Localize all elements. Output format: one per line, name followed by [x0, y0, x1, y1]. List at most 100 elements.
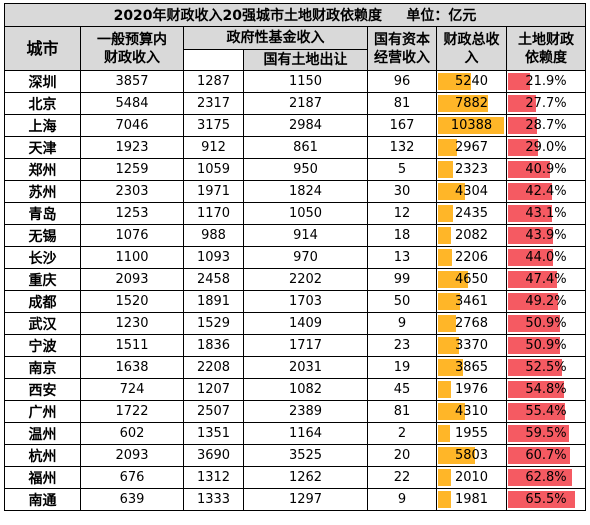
cell-city: 成都 [4, 290, 81, 313]
cell-city: 重庆 [4, 268, 81, 291]
total-bar [438, 73, 471, 90]
dependence-bar [508, 73, 530, 90]
cell-dependence: 52.5% [506, 356, 586, 379]
cell-gov-fund: 1891 [183, 290, 244, 313]
table-row: 长沙 1100 1093 970 13 2206 44.0% [4, 246, 586, 269]
cell-land-transfer: 1703 [243, 290, 368, 313]
header-city: 城市 [4, 26, 81, 71]
cell-city: 杭州 [4, 444, 81, 467]
dependence-value: 65.5% [525, 492, 567, 507]
cell-gov-fund: 1971 [183, 180, 244, 203]
cell-gov-fund: 3690 [183, 444, 244, 467]
total-bar [438, 337, 459, 354]
table-row: 宁波 1511 1836 1717 23 3370 50.9% [4, 334, 586, 357]
dependence-bar [508, 491, 575, 508]
cell-land-transfer: 1409 [243, 312, 368, 335]
table-row: 南通 639 1333 1297 9 1981 65.5% [4, 488, 586, 511]
cell-land-transfer: 970 [243, 246, 368, 269]
cell-dependence: 49.2% [506, 290, 586, 313]
cell-total: 2323 [436, 158, 507, 181]
table-row: 南京 1638 2208 2031 19 3865 52.5% [4, 356, 586, 379]
header-state-capital: 国有资本经营收入 [367, 26, 437, 71]
cell-gov-fund: 912 [183, 136, 244, 159]
total-bar [438, 469, 451, 486]
cell-total: 1955 [436, 422, 507, 445]
cell-land-transfer: 1050 [243, 202, 368, 225]
cell-city: 宁波 [4, 334, 81, 357]
total-bar [438, 315, 456, 332]
cell-general-budget: 1076 [80, 224, 184, 247]
cell-land-transfer: 1717 [243, 334, 368, 357]
cell-dependence: 27.7% [506, 92, 586, 115]
dependence-value: 29.0% [525, 140, 567, 155]
total-bar [438, 183, 465, 200]
dependence-value: 60.7% [525, 448, 567, 463]
cell-land-transfer: 1824 [243, 180, 368, 203]
cell-gov-fund: 1093 [183, 246, 244, 269]
dependence-bar [508, 271, 557, 288]
total-bar [438, 271, 468, 288]
cell-land-transfer: 2984 [243, 114, 368, 137]
cell-state-capital: 22 [367, 466, 437, 489]
cell-state-capital: 81 [367, 92, 437, 115]
cell-total: 4310 [436, 400, 507, 423]
header-general-budget-label: 一般预算内财政收入 [97, 31, 167, 66]
total-value: 2435 [454, 206, 489, 221]
table-row: 杭州 2093 3690 3525 20 5803 60.7% [4, 444, 586, 467]
cell-total: 10388 [436, 114, 507, 137]
cell-dependence: 43.9% [506, 224, 586, 247]
cell-total: 2435 [436, 202, 507, 225]
table-row: 郑州 1259 1059 950 5 2323 40.9% [4, 158, 586, 181]
cell-gov-fund: 1836 [183, 334, 244, 357]
cell-dependence: 28.7% [506, 114, 586, 137]
cell-dependence: 47.4% [506, 268, 586, 291]
cell-general-budget: 2303 [80, 180, 184, 203]
table-row: 北京 5484 2317 2187 81 7882 27.7% [4, 92, 586, 115]
total-value: 2206 [454, 250, 489, 265]
dependence-value: 55.4% [525, 404, 567, 419]
cell-gov-fund: 1170 [183, 202, 244, 225]
cell-city: 武汉 [4, 312, 81, 335]
cell-land-transfer: 3525 [243, 444, 368, 467]
total-bar [438, 491, 451, 508]
cell-general-budget: 1230 [80, 312, 184, 335]
dependence-value: 54.8% [525, 382, 567, 397]
table-row: 重庆 2093 2458 2202 99 4650 47.4% [4, 268, 586, 291]
cell-total: 7882 [436, 92, 507, 115]
table-row: 上海 7046 3175 2984 167 10388 28.7% [4, 114, 586, 137]
header-total-label: 财政总收入 [443, 31, 500, 66]
header-dependence: 土地财政依赖度 [506, 26, 586, 71]
total-value: 2967 [454, 140, 489, 155]
cell-state-capital: 19 [367, 356, 437, 379]
cell-general-budget: 639 [80, 488, 184, 511]
total-bar [438, 95, 488, 112]
dependence-bar [508, 293, 558, 310]
table-row: 苏州 2303 1971 1824 30 4304 42.4% [4, 180, 586, 203]
dependence-value: 43.9% [525, 228, 567, 243]
total-value: 3370 [454, 338, 489, 353]
cell-city: 南通 [4, 488, 81, 511]
total-bar [438, 249, 452, 266]
cell-state-capital: 13 [367, 246, 437, 269]
dependence-bar [508, 139, 538, 156]
dependence-value: 50.9% [525, 316, 567, 331]
cell-gov-fund: 1207 [183, 378, 244, 401]
cell-land-transfer: 2202 [243, 268, 368, 291]
total-bar [438, 359, 463, 376]
cell-state-capital: 23 [367, 334, 437, 357]
cell-total: 3370 [436, 334, 507, 357]
cell-general-budget: 1100 [80, 246, 184, 269]
cell-general-budget: 1511 [80, 334, 184, 357]
table-body: 深圳 3857 1287 1150 96 5240 21.9% 北京 5484 2317 2187 8… [4, 70, 586, 511]
cell-land-transfer: 1164 [243, 422, 368, 445]
cell-city: 长沙 [4, 246, 81, 269]
table-row: 青岛 1253 1170 1050 12 2435 43.1% [4, 202, 586, 225]
cell-general-budget: 3857 [80, 70, 184, 93]
cell-gov-fund: 2458 [183, 268, 244, 291]
total-value: 4650 [454, 272, 489, 287]
cell-gov-fund: 2208 [183, 356, 244, 379]
total-bar [438, 139, 457, 156]
dependence-bar [508, 381, 564, 398]
cell-dependence: 54.8% [506, 378, 586, 401]
table-row: 温州 602 1351 1164 2 1955 59.5% [4, 422, 586, 445]
